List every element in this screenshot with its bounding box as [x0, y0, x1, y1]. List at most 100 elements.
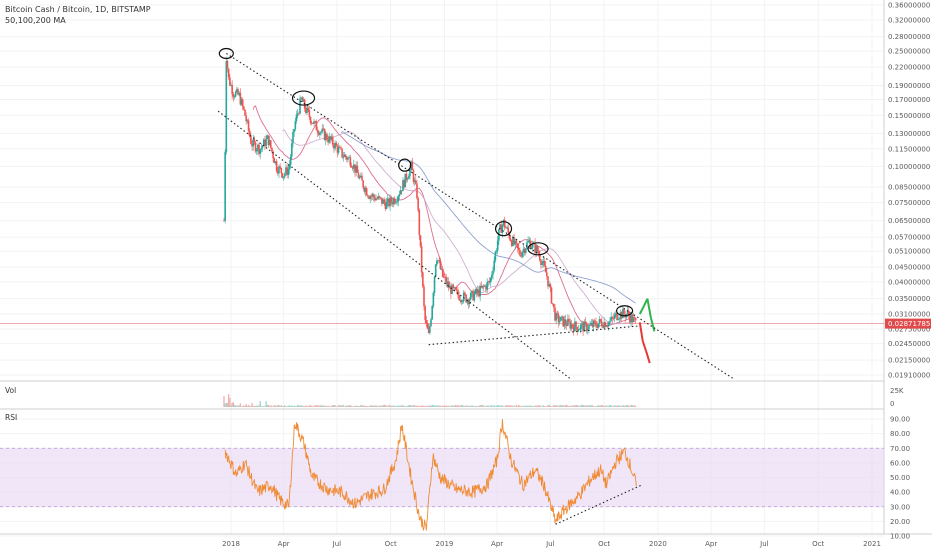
volume-bar: [392, 405, 395, 407]
volume-bar: [480, 405, 483, 407]
volume-bar: [437, 405, 439, 407]
volume-bar: [390, 405, 392, 407]
volume-bar: [561, 405, 563, 407]
candle-body: [494, 251, 497, 261]
volume-bar: [556, 405, 559, 407]
volume-bar: [481, 404, 484, 407]
candle-body: [416, 183, 418, 199]
volume-bar: [632, 406, 635, 407]
volume-bar: [544, 406, 547, 407]
candle-body: [259, 149, 262, 154]
volume-bar: [337, 404, 340, 407]
candle-body: [593, 320, 596, 322]
candle-body: [395, 202, 397, 204]
candle-body: [506, 227, 508, 229]
volume-bar: [296, 404, 299, 407]
candle-body: [363, 187, 366, 192]
candle-body: [415, 180, 417, 184]
candle-body: [473, 293, 476, 301]
volume-bar: [343, 406, 346, 407]
projection-bear-segment: [638, 322, 644, 342]
time-tick-label: Oct: [598, 540, 610, 548]
volume-bar: [550, 406, 553, 407]
volume-bar: [309, 405, 312, 407]
volume-bar: [326, 406, 328, 407]
candle-body: [512, 237, 514, 246]
candle-body: [251, 143, 253, 147]
volume-bar: [530, 405, 533, 407]
volume-bar: [536, 405, 539, 407]
volume-bar: [237, 405, 239, 407]
candle-body: [241, 99, 244, 107]
candle-body: [578, 329, 581, 330]
volume-bar: [477, 406, 479, 407]
candle-body: [605, 325, 608, 327]
candle-body: [330, 136, 333, 140]
candle-body: [337, 147, 340, 153]
candle-body: [530, 247, 533, 249]
candle-body: [468, 299, 471, 305]
volume-bar: [569, 405, 571, 407]
volume-bar: [348, 405, 350, 407]
candle-body: [385, 201, 388, 209]
candle-body: [471, 290, 473, 293]
volume-bar: [349, 404, 352, 407]
candle-body: [252, 139, 255, 147]
volume-bar: [452, 406, 454, 407]
candle-body: [475, 289, 478, 294]
candle-body: [572, 326, 575, 332]
candle-body: [579, 324, 582, 330]
chart-title: Bitcoin Cash / Bitcoin, 1D, BITSTAMP: [5, 5, 151, 14]
candle-body: [279, 166, 281, 168]
candle-body: [231, 85, 233, 95]
volume-bar: [612, 405, 615, 407]
candle-body: [592, 320, 595, 327]
candle-body: [390, 197, 393, 203]
volume-bar: [622, 405, 624, 407]
candle-body: [520, 255, 522, 257]
volume-bar: [444, 405, 446, 407]
volume-bar: [311, 405, 313, 407]
volume-bar: [383, 404, 385, 407]
volume-bar: [355, 405, 357, 407]
candle-body: [229, 77, 231, 86]
time-tick-label: 2019: [436, 540, 454, 548]
candle-body: [360, 175, 362, 177]
candle-body: [555, 313, 557, 321]
volume-bar: [567, 405, 569, 407]
candle-body: [477, 289, 479, 294]
volume-bar: [329, 406, 332, 407]
volume-bar: [238, 405, 240, 407]
candle-body: [432, 292, 435, 306]
price-tick-label: 0.03500000: [888, 295, 930, 303]
candle-body: [495, 250, 498, 252]
volume-bar: [597, 405, 599, 407]
candle-body: [612, 317, 615, 319]
volume-bar: [505, 405, 507, 407]
volume-bar: [287, 406, 290, 407]
volume-bar: [491, 405, 493, 407]
time-tick-label: Apr: [491, 540, 503, 548]
volume-bar: [506, 405, 508, 407]
volume-bar: [504, 406, 506, 407]
candle-body: [299, 98, 301, 114]
candle-body: [258, 144, 260, 154]
rsi-axis-ticks: 90.00 80.00 70.00 60.00 50.00 40.00 30.00 20.00…: [890, 416, 910, 541]
candle-body: [284, 173, 286, 177]
volume-bar: [298, 405, 300, 407]
volume-bar: [265, 401, 267, 407]
volume-bar: [303, 405, 306, 407]
candle-body: [462, 292, 465, 302]
price-tick-label: 0.22000000: [888, 64, 930, 72]
rsi-tick-label: 90.00: [890, 416, 910, 424]
volume-bar: [430, 405, 432, 407]
candle-body: [377, 196, 380, 199]
candle-body: [365, 188, 368, 196]
volume-bar: [293, 405, 295, 407]
volume-bar: [364, 406, 367, 407]
candle-body: [341, 148, 343, 158]
price-tick-label: 0.25000000: [888, 47, 930, 55]
candle-body: [509, 238, 512, 241]
candle-body: [350, 165, 353, 168]
rsi-line-group: [224, 418, 643, 531]
